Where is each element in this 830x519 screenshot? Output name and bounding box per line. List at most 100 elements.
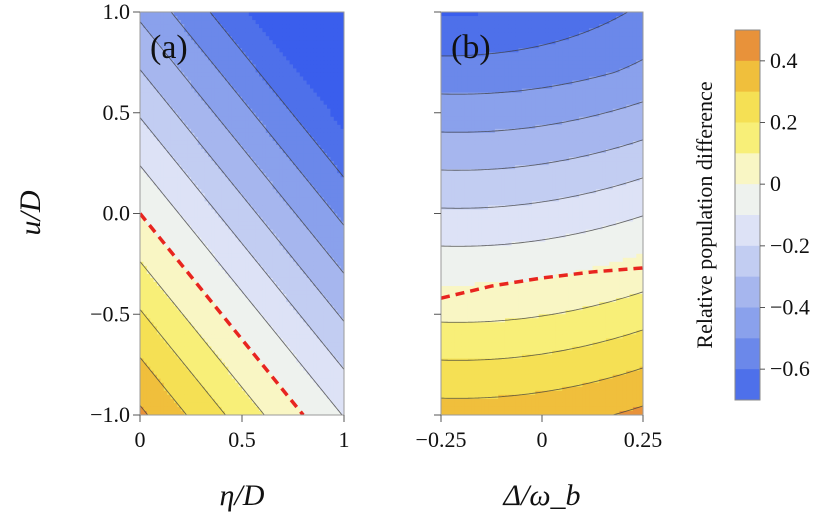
contour-cell [259, 334, 263, 340]
contour-cell [167, 72, 172, 78]
contour-cell [143, 185, 148, 190]
contour-cell [197, 245, 202, 251]
contour-cell [245, 157, 250, 162]
contour-cell [320, 310, 325, 315]
contour-cell [214, 269, 219, 275]
contour-cell [180, 241, 185, 247]
contour-cell [221, 96, 226, 102]
contour-cell [296, 322, 301, 327]
contour-cell [218, 257, 223, 263]
contour-cell [289, 56, 294, 61]
contour-cell [296, 56, 301, 61]
contour-cell [265, 76, 270, 82]
contour-cell [143, 128, 148, 134]
contour-cell [333, 100, 338, 106]
contour-cell [180, 136, 185, 142]
contour-cell [208, 306, 212, 311]
contour-cell [218, 157, 223, 162]
contour-cell [299, 100, 304, 106]
contour-cell [235, 16, 240, 21]
contour-cell [163, 120, 168, 126]
contour-cell [184, 310, 189, 315]
contour-cell [310, 342, 314, 348]
contour-cell [191, 233, 195, 239]
contour-cell [221, 84, 226, 90]
contour-cell [180, 310, 185, 315]
contour-cell [310, 302, 314, 307]
contour-cell [157, 169, 161, 174]
contour-cell [228, 334, 233, 340]
contour-cell [153, 80, 158, 86]
contour-cell [187, 52, 192, 57]
contour-cell [146, 306, 151, 311]
contour-cell [167, 153, 172, 158]
contour-cell [259, 56, 263, 61]
contour-cell [163, 68, 168, 74]
contour-cell [276, 52, 280, 57]
contour-cell [153, 221, 158, 227]
contour-cell [218, 245, 223, 251]
contour-cell [299, 116, 304, 122]
contour-cell [299, 92, 304, 98]
contour-cell [194, 225, 199, 231]
contour-cell [262, 342, 267, 348]
contour-cell [276, 32, 280, 37]
contour-cell [272, 290, 277, 295]
contour-cell [218, 298, 223, 303]
contour-cell [293, 294, 297, 299]
contour-cell [153, 306, 158, 311]
contour-cell [303, 177, 308, 182]
contour-cell [180, 20, 185, 25]
contour-cell [143, 124, 148, 130]
contour-cell [187, 112, 192, 118]
contour-cell [269, 269, 274, 275]
contour-cell [248, 116, 253, 122]
contour-cell [143, 201, 148, 207]
contour-cell [310, 273, 314, 279]
contour-cell [146, 298, 151, 303]
contour-cell [330, 56, 335, 61]
contour-cell [289, 24, 294, 29]
contour-cell [248, 241, 253, 247]
contour-cell [286, 100, 291, 106]
contour-cell [221, 32, 226, 37]
contour-cell [167, 116, 172, 122]
contour-cell [296, 201, 301, 207]
contour-cell [218, 20, 223, 25]
contour-cell [272, 80, 277, 86]
contour-cell [204, 189, 209, 194]
contour-cell [150, 24, 155, 29]
contour-cell [221, 112, 226, 118]
contour-cell [150, 16, 155, 21]
contour-cell [323, 60, 328, 65]
contour-cell [218, 269, 223, 275]
contour-cell [235, 104, 240, 110]
contour-cell [330, 120, 335, 126]
contour-cell [235, 265, 240, 271]
contour-cell [299, 265, 304, 271]
contour-cell [320, 112, 325, 118]
contour-cell [282, 249, 287, 255]
contour-cell [197, 221, 202, 227]
contour-cell [330, 84, 335, 90]
contour-cell [255, 261, 260, 267]
contour-cell [313, 310, 318, 315]
contour-cell [323, 233, 328, 239]
contour-cell [201, 76, 206, 82]
contour-cell [323, 20, 328, 25]
contour-cell [157, 140, 161, 146]
contour-cell [265, 342, 270, 348]
contour-cell [327, 245, 331, 251]
contour-cell [269, 84, 274, 90]
contour-cell [245, 330, 250, 335]
contour-cell [221, 177, 226, 182]
contour-cell [150, 245, 155, 251]
contour-cell [174, 128, 178, 134]
contour-cell [225, 330, 229, 335]
contour-cell [163, 245, 168, 251]
contour-cell [157, 76, 161, 82]
contour-cell [330, 149, 335, 154]
contour-cell [293, 108, 297, 114]
contour-cell [194, 201, 199, 207]
contour-cell [143, 205, 148, 211]
